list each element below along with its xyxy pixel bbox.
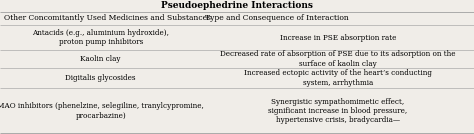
Text: Digitalis glycosides: Digitalis glycosides bbox=[65, 74, 136, 82]
Text: Synergistic sympathomimetic effect,
significant increase in blood pressure,
hype: Synergistic sympathomimetic effect, sign… bbox=[268, 98, 407, 124]
Text: Other Concomitantly Used Medicines and Substances: Other Concomitantly Used Medicines and S… bbox=[4, 14, 211, 23]
Text: Type and Consequence of Interaction: Type and Consequence of Interaction bbox=[205, 14, 349, 23]
Text: Antacids (e.g., aluminium hydroxide),
proton pump inhibitors: Antacids (e.g., aluminium hydroxide), pr… bbox=[32, 29, 169, 46]
Text: Decreased rate of absorption of PSE due to its adsorption on the
surface of kaol: Decreased rate of absorption of PSE due … bbox=[220, 50, 456, 68]
Text: Pseudoephedrine Interactions: Pseudoephedrine Interactions bbox=[161, 1, 313, 10]
Text: Increase in PSE absorption rate: Increase in PSE absorption rate bbox=[280, 34, 396, 42]
Text: Increased ectopic activity of the heart’s conducting
system, arrhythmia: Increased ectopic activity of the heart’… bbox=[244, 69, 432, 87]
Text: Kaolin clay: Kaolin clay bbox=[81, 55, 121, 63]
Text: MAO inhibitors (phenelzine, selegiline, tranylcypromine,
procarbazine): MAO inhibitors (phenelzine, selegiline, … bbox=[0, 102, 204, 120]
